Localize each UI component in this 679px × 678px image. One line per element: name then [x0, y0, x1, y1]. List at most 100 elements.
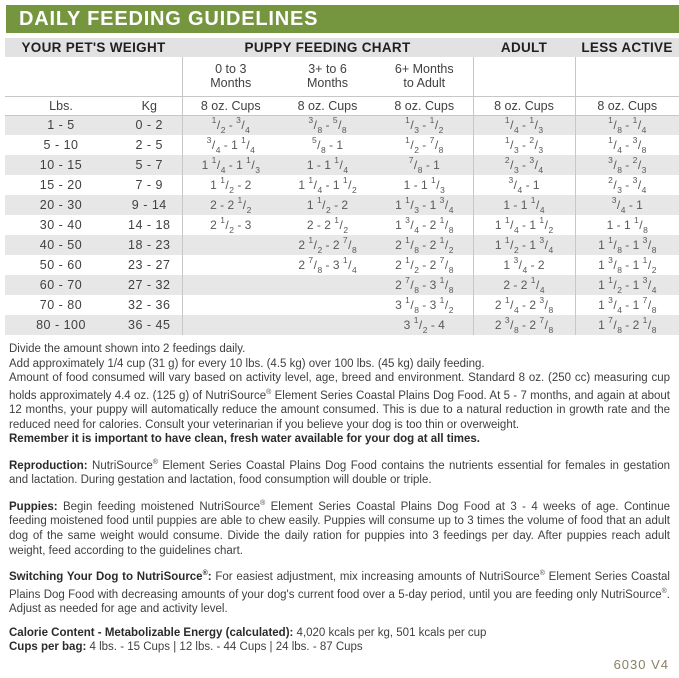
weight-cell: 10 - 15: [39, 158, 83, 172]
table-row: 80 - 100 36 - 45 3 1/2 - 4 2 3/8 - 2 7/8 1 7…: [5, 315, 679, 335]
weight-cell: 27 - 32: [128, 278, 171, 292]
note-lead: Puppies:: [9, 500, 58, 513]
cups-cell: 1 - 1 1/4: [472, 195, 576, 215]
weight-cell: 0 - 2: [135, 118, 164, 133]
unit-cups-6-adult: 8 oz. Cups: [376, 95, 474, 116]
cups-cell: 1 1/2 - 1 3/4: [472, 235, 576, 255]
weight-cell: 15 - 20: [39, 178, 83, 192]
cups-cell: 1 3/4 - 1 7/8: [574, 295, 679, 315]
note-lead: Reproduction:: [9, 459, 88, 472]
weight-cell: 30 - 40: [39, 218, 83, 232]
cups-cell: 1/3 - 1/2: [405, 115, 444, 135]
weight-cell: 40 - 50: [39, 238, 83, 252]
weight-cell: 32 - 36: [128, 298, 171, 312]
weight-cell: 14 - 18: [128, 218, 171, 232]
weight-cell: 36 - 45: [128, 318, 171, 332]
note-paragraph: Divide the amount shown into 2 feedings …: [9, 343, 246, 355]
page-title: DAILY FEEDING GUIDELINES: [6, 5, 679, 33]
weight-cell: 50 - 60: [39, 258, 83, 272]
cups-cell: 1/8 - 1/4: [574, 115, 679, 135]
cups-cell: 2 - 2 1/4: [472, 275, 576, 295]
month-header-6-to-adult: 6+ Months to Adult: [394, 62, 454, 91]
cups-cell: 3/8 - 5/8: [308, 115, 347, 135]
cups-cell: 2 1/2 - 3: [181, 215, 280, 235]
cups-cell: 7/8 - 1: [408, 155, 440, 175]
cups-cell: 2 1/2 - 2 7/8: [395, 255, 454, 275]
note-paragraph: Switching Your Dog to NutriSource®: For …: [9, 570, 670, 616]
cups-cell: [181, 255, 280, 275]
cups-cell: [181, 315, 280, 335]
table-row: 5 - 10 2 - 5 3/4 - 1 1/4 5/8 - 1 1/2 - 7/8 1/…: [5, 135, 679, 155]
cups-cell: 3/4 - 1: [574, 195, 679, 215]
section-header-row: YOUR PET'S WEIGHT PUPPY FEEDING CHART AD…: [5, 38, 679, 57]
cups-cell: 1 1/2 - 1 3/4: [574, 275, 679, 295]
cups-cell: 3/4 - 1: [472, 175, 576, 195]
table-row: 10 - 15 5 - 7 1 1/4 - 1 1/3 1 - 1 1/4 7/8 - …: [5, 155, 679, 175]
weight-cell: 5 - 7: [135, 158, 164, 172]
cups-cell: 2 7/8 - 3 1/4: [298, 255, 357, 275]
cups-cell: [279, 315, 376, 335]
cups-cell: [279, 275, 376, 295]
cups-cell: 2 7/8 - 3 1/8: [395, 275, 454, 295]
note-paragraph: Calorie Content - Metabolizable Energy (…: [9, 626, 487, 639]
cups-cell: 5/8 - 1: [311, 135, 344, 155]
weight-cell: 70 - 80: [39, 298, 83, 312]
note-paragraph: Add approximately 1/4 cup (31 g) for eve…: [9, 357, 485, 370]
weight-cell: 9 - 14: [131, 198, 167, 212]
table-row: 20 - 30 9 - 14 2 - 2 1/2 1 1/2 - 2 1 1/3 - 1…: [5, 195, 679, 215]
cups-cell: 2/3 - 3/4: [472, 155, 576, 175]
cups-cell: 1 3/4 - 2 1/8: [395, 215, 454, 235]
unit-cups-3-6: 8 oz. Cups: [279, 95, 377, 116]
cups-cell: [181, 275, 280, 295]
col-header-adult: ADULT: [473, 38, 576, 57]
month-header-adult-spacer: [472, 57, 576, 96]
cups-cell: 1 - 1 1/3: [403, 175, 445, 195]
unit-cups-0-3: 8 oz. Cups: [181, 95, 280, 116]
unit-kg: Kg: [117, 95, 183, 116]
cups-cell: 3 1/8 - 3 1/2: [395, 295, 454, 315]
unit-cups-adult: 8 oz. Cups: [472, 95, 576, 116]
cups-cell: 2 - 2 1/2: [181, 195, 280, 215]
table-row: 15 - 20 7 - 9 1 1/2 - 2 1 1/4 - 1 1/2 1 - 1 …: [5, 175, 679, 195]
cups-cell: 2 1/2 - 2 7/8: [298, 235, 357, 255]
note-lead: Cups per bag:: [9, 641, 87, 654]
cups-cell: 2 3/8 - 2 7/8: [472, 315, 576, 335]
table-row: 60 - 70 27 - 32 2 7/8 - 3 1/8 2 - 2 1/4 1 1/…: [5, 275, 679, 295]
cups-cell: 3/8 - 2/3: [574, 155, 679, 175]
weight-cell: 5 - 10: [43, 138, 79, 152]
cups-cell: 2/3 - 3/4: [574, 175, 679, 195]
feeding-guidelines-table: YOUR PET'S WEIGHT PUPPY FEEDING CHART AD…: [5, 38, 679, 335]
footer-code: 6030 V4: [613, 657, 669, 672]
unit-header-row: Lbs. Kg 8 oz. Cups 8 oz. Cups 8 oz. Cups…: [5, 95, 679, 116]
cups-cell: 1 1/4 - 1 1/3: [181, 155, 280, 175]
note-paragraph: Cups per bag: 4 lbs. - 15 Cups | 12 lbs.…: [9, 641, 363, 654]
cups-cell: 1 1/2 - 2: [181, 175, 280, 195]
weight-cell: 60 - 70: [39, 278, 83, 292]
cups-cell: 1 1/4 - 1 1/2: [298, 175, 357, 195]
weight-cell: 23 - 27: [128, 258, 171, 272]
note-paragraph: Amount of food consumed will vary based …: [9, 372, 670, 431]
note-paragraph: Puppies: Begin feeding moistened NutriSo…: [9, 500, 670, 557]
cups-cell: 1 1/3 - 1 3/4: [395, 195, 454, 215]
cups-cell: 1 - 1 1/8: [574, 215, 679, 235]
month-header-less-active-spacer: [574, 57, 679, 96]
weight-cell: 20 - 30: [39, 198, 83, 212]
cups-cell: 1/2 - 7/8: [405, 135, 444, 155]
cups-cell: 3/4 - 1 1/4: [181, 135, 280, 155]
table-row: 70 - 80 32 - 36 3 1/8 - 3 1/2 2 1/4 - 2 3/8…: [5, 295, 679, 315]
note-paragraph: Remember it is important to have clean, …: [9, 433, 481, 446]
month-header-0-to-3: 0 to 3 Months: [181, 57, 280, 96]
cups-cell: 1/4 - 3/8: [574, 135, 679, 155]
weight-cell: 2 - 5: [135, 138, 164, 152]
cups-cell: 1/4 - 1/3: [472, 115, 576, 135]
cups-cell: 1 1/8 - 1 3/8: [574, 235, 679, 255]
cups-cell: 1 7/8 - 2 1/8: [574, 315, 679, 335]
unit-cups-less-active: 8 oz. Cups: [574, 95, 679, 116]
col-header-your-pets-weight: YOUR PET'S WEIGHT: [5, 38, 183, 57]
month-header-row: 0 to 3 Months 3+ to 6 Months 6+ Months t…: [5, 57, 679, 96]
cups-cell: 3 1/2 - 4: [403, 315, 445, 335]
cups-cell: 1 - 1 1/4: [306, 155, 349, 175]
cups-cell: 1 3/8 - 1 1/2: [574, 255, 679, 275]
cups-cell: 2 - 2 1/2: [306, 215, 349, 235]
cups-cell: 1/2 - 3/4: [181, 115, 280, 135]
